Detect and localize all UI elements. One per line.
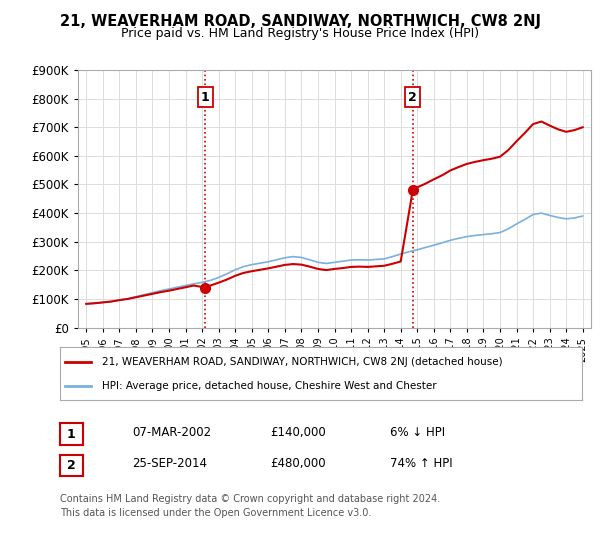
- Text: 21, WEAVERHAM ROAD, SANDIWAY, NORTHWICH, CW8 2NJ: 21, WEAVERHAM ROAD, SANDIWAY, NORTHWICH,…: [59, 14, 541, 29]
- Text: Contains HM Land Registry data © Crown copyright and database right 2024.: Contains HM Land Registry data © Crown c…: [60, 494, 440, 504]
- Text: £480,000: £480,000: [270, 457, 326, 470]
- Text: 25-SEP-2014: 25-SEP-2014: [132, 457, 207, 470]
- Text: 2: 2: [409, 91, 417, 104]
- Text: Price paid vs. HM Land Registry's House Price Index (HPI): Price paid vs. HM Land Registry's House …: [121, 27, 479, 40]
- Text: 1: 1: [201, 91, 209, 104]
- Text: This data is licensed under the Open Government Licence v3.0.: This data is licensed under the Open Gov…: [60, 508, 371, 518]
- Text: 6% ↓ HPI: 6% ↓ HPI: [390, 426, 445, 439]
- Text: 2: 2: [67, 459, 76, 472]
- Text: £140,000: £140,000: [270, 426, 326, 439]
- Text: 74% ↑ HPI: 74% ↑ HPI: [390, 457, 452, 470]
- Text: 07-MAR-2002: 07-MAR-2002: [132, 426, 211, 439]
- Text: 1: 1: [67, 427, 76, 441]
- Text: HPI: Average price, detached house, Cheshire West and Chester: HPI: Average price, detached house, Ches…: [102, 380, 436, 390]
- Text: 21, WEAVERHAM ROAD, SANDIWAY, NORTHWICH, CW8 2NJ (detached house): 21, WEAVERHAM ROAD, SANDIWAY, NORTHWICH,…: [102, 357, 502, 367]
